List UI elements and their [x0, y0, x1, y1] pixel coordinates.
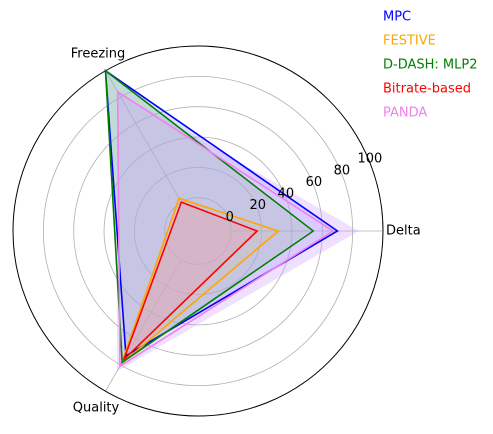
axis-label-quality: Quality [73, 401, 120, 416]
radar-series-lines [104, 69, 339, 368]
tick-label-20: 20 [250, 198, 267, 213]
shaded-area-1 [105, 70, 338, 356]
series-line-bitrate-based [122, 201, 259, 361]
radial-tick-labels: 0 20 40 60 80 100 [226, 152, 383, 225]
tick-label-0: 0 [226, 210, 234, 225]
radial-gridline-inner [164, 197, 232, 265]
radar-outer-frame [12, 45, 384, 417]
axis-label-freezing: Freezing [71, 47, 126, 62]
series-line-panda [116, 90, 335, 368]
shaded-area-4 [123, 202, 258, 360]
radar-shaded-areas [105, 70, 359, 372]
axis-labels: Delta Freezing Quality [71, 47, 421, 416]
radar-grid [12, 45, 384, 417]
legend-entry-festive: FESTIVE [383, 34, 436, 49]
tick-label-40: 40 [278, 187, 295, 202]
legend: MPC FESTIVE D-DASH: MLP2 Bitrate-based PANDA [383, 10, 478, 121]
tick-label-60: 60 [306, 175, 323, 190]
shaded-area-3 [105, 70, 311, 363]
spoke-quality [105, 259, 182, 392]
legend-entry-mpc: MPC [383, 10, 411, 25]
series-line-mpc [104, 69, 339, 358]
axis-label-delta: Delta [386, 224, 421, 239]
legend-entry-panda: PANDA [383, 106, 427, 121]
shaded-area-2 [121, 198, 277, 364]
series-line-festive [119, 197, 280, 367]
legend-entry-d-dash-mlp2: D-DASH: MLP2 [383, 58, 478, 73]
tick-label-80: 80 [334, 163, 351, 178]
tick-label-100: 100 [358, 152, 383, 167]
legend-entry-bitrate-based: Bitrate-based [383, 82, 471, 97]
shaded-area-5 [116, 91, 359, 372]
